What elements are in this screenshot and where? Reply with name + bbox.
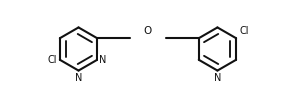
Text: Cl: Cl: [239, 26, 249, 36]
Text: N: N: [214, 73, 221, 83]
Text: N: N: [75, 73, 82, 83]
Text: Cl: Cl: [47, 55, 57, 65]
Text: N: N: [99, 55, 107, 65]
Text: O: O: [144, 26, 152, 36]
